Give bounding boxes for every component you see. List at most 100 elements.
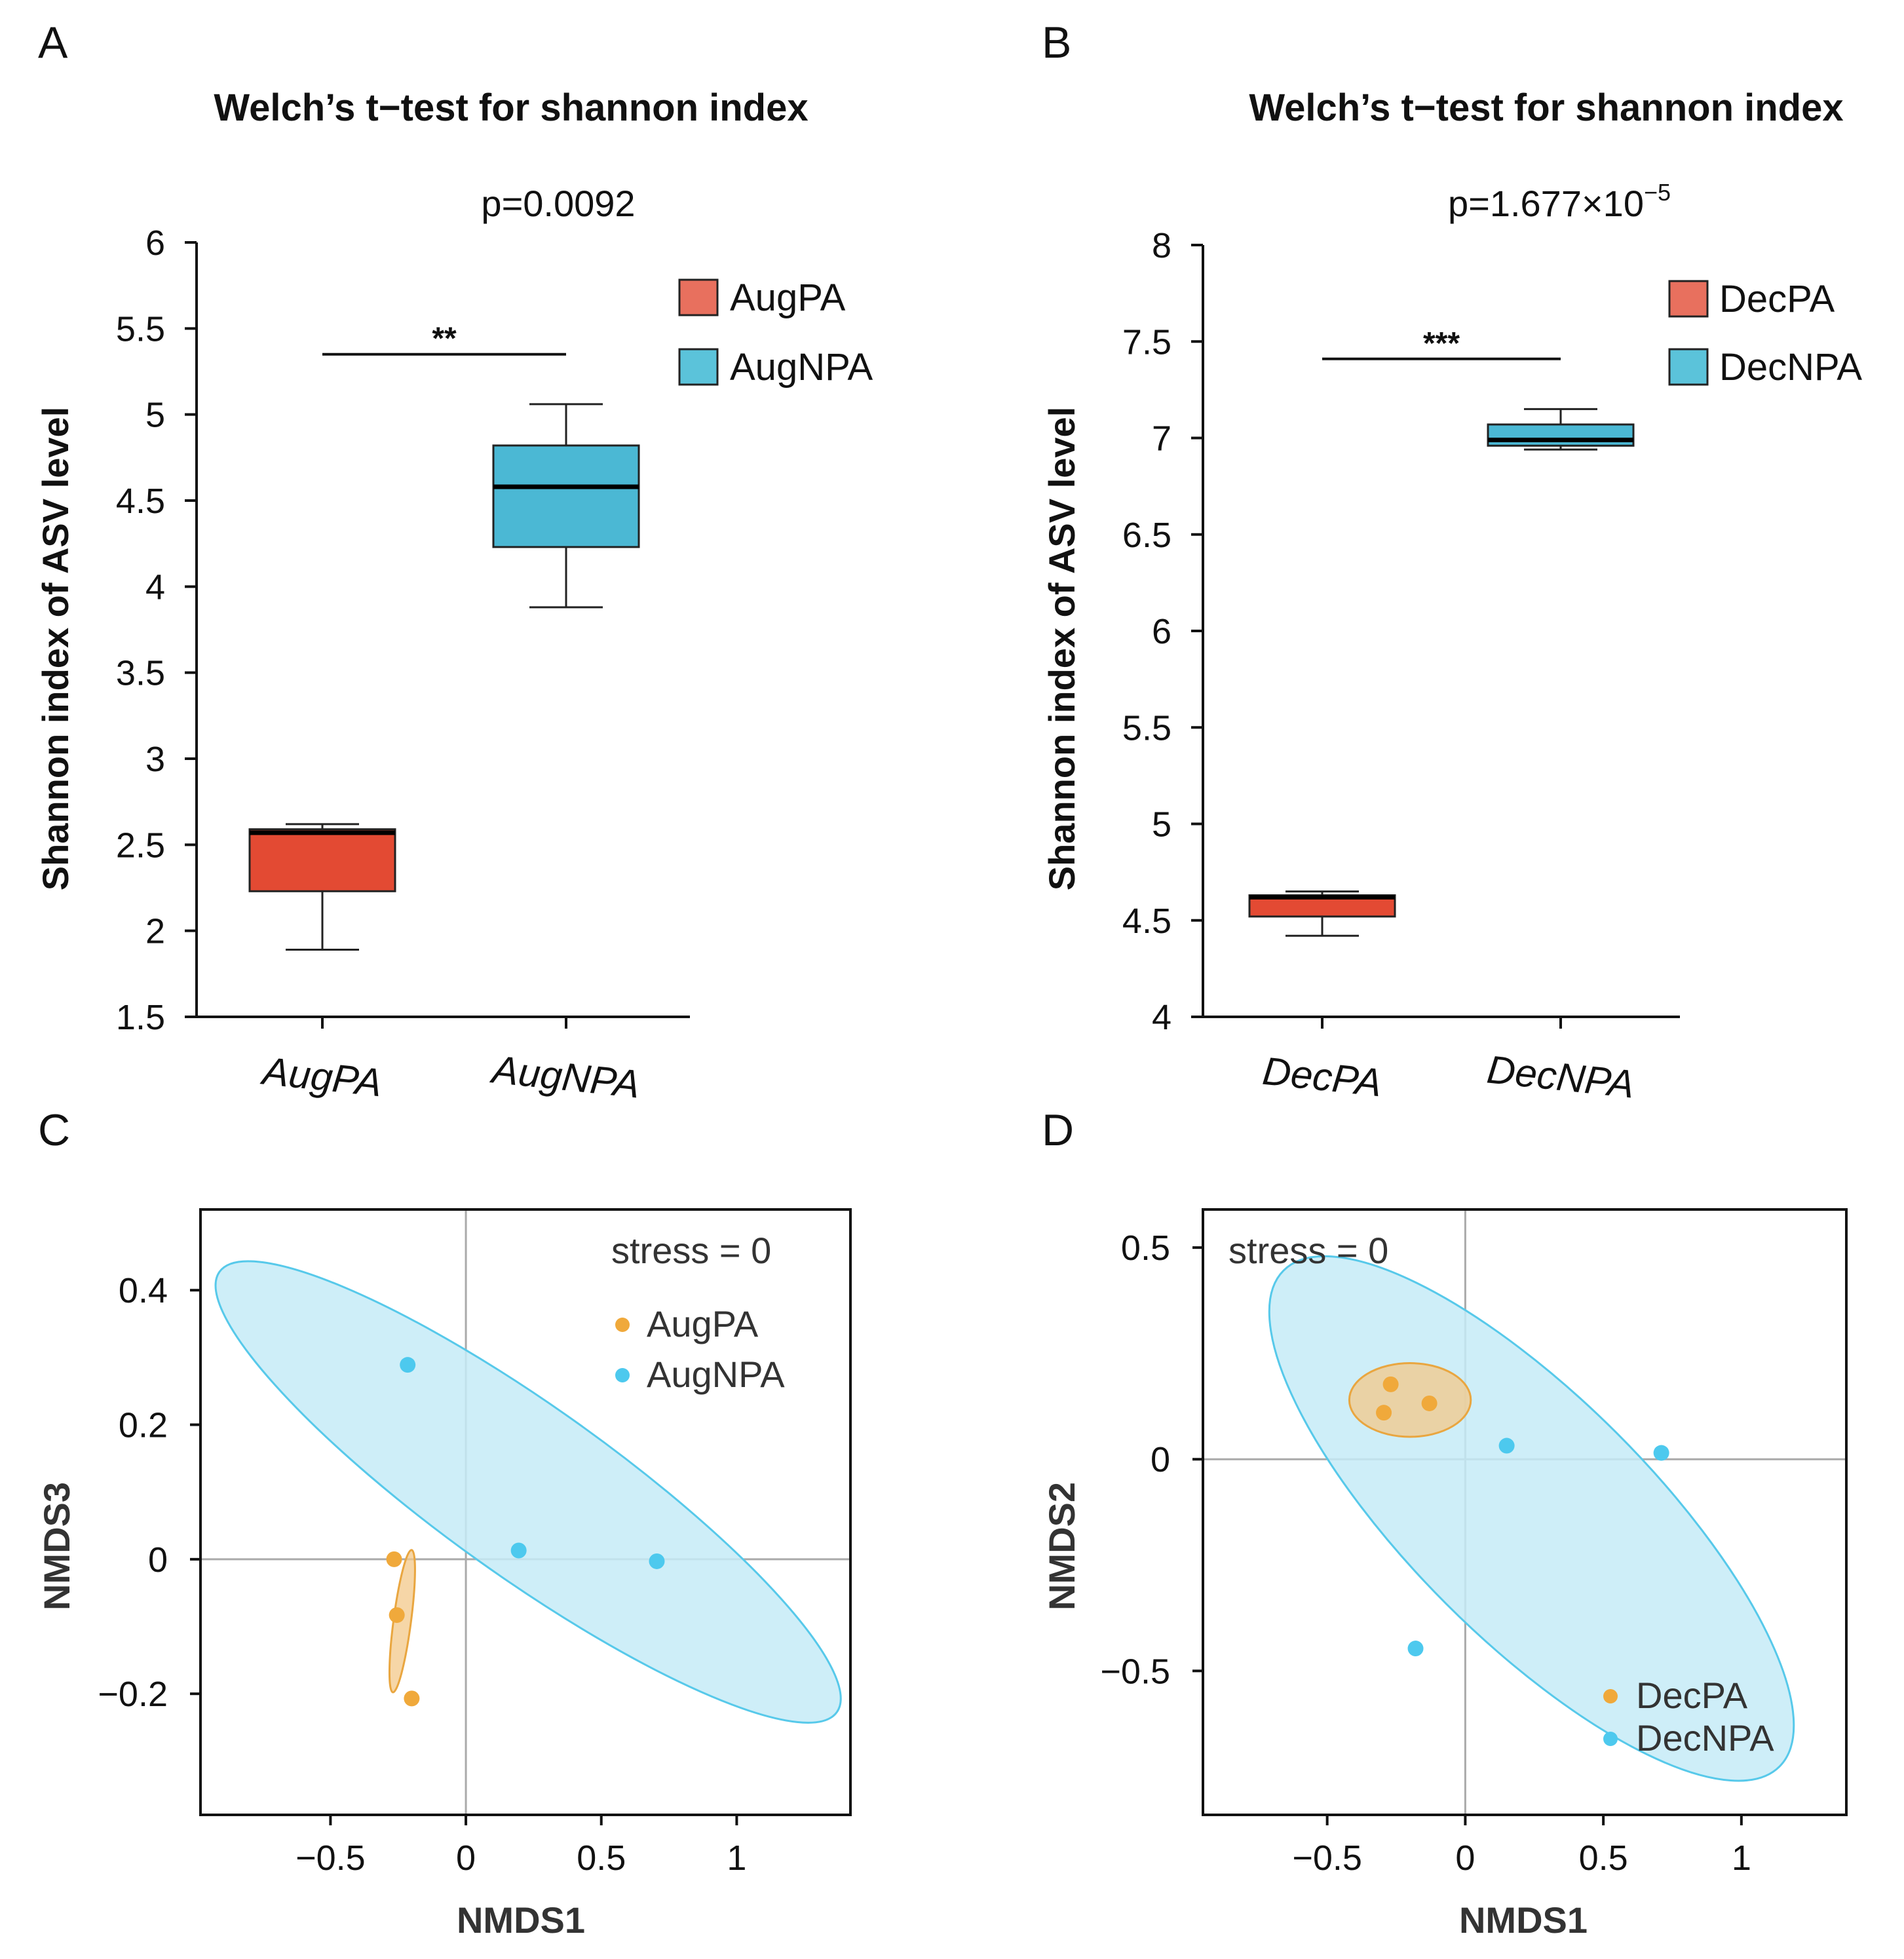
- legend-label-augnpa: AugNPA: [647, 1354, 785, 1395]
- panel-b-boxplot: B Welch’s t−test for shannon index p=1.6…: [1041, 18, 1862, 1107]
- panel-a-y-tick-label: 3: [145, 740, 165, 779]
- panel-c-y-tick-label: 0.4: [119, 1271, 168, 1310]
- legend-label-augpa: AugPA: [730, 276, 846, 319]
- panel-d-point-decnpa: [1498, 1437, 1515, 1454]
- panel-d-frame: [1202, 1208, 1848, 1816]
- panel-a-pvalue: p=0.0092: [481, 183, 635, 224]
- panel-d-stress: stress = 0: [1228, 1230, 1388, 1271]
- legend-label-augnpa: AugNPA: [730, 346, 873, 389]
- panel-c-stress: stress = 0: [611, 1230, 771, 1271]
- panel-d-y-tick-label: 0: [1151, 1440, 1170, 1479]
- panel-a-y-tick-label: 6: [145, 223, 165, 263]
- panel-d-ellipse-decpa: [1348, 1362, 1472, 1438]
- panel-b-y-tick-label: 6: [1152, 612, 1171, 651]
- panel-a-box-augpa: [248, 828, 396, 892]
- panel-b-y-tick-label: 5.5: [1122, 708, 1171, 748]
- panel-d-plot-area: [1203, 1209, 1846, 1815]
- panel-b-box-decnpa: [1487, 423, 1635, 447]
- panel-c-point-augnpa: [649, 1553, 665, 1569]
- panel-a-axes: 1.5 2 2.5 3 3.5 4 4.5 5 5.5 6: [116, 223, 690, 1037]
- panel-d-plot: −0.5 0 0.5 1 −0.5 0 0.5: [1100, 1208, 1848, 1878]
- panel-a-y-tick-label: 1.5: [116, 998, 165, 1037]
- panel-c-plot: −0.5 0 0.5 1 −0.2 0 0.2 0.4: [98, 1208, 852, 1878]
- panel-b-title: Welch’s t−test for shannon index: [1249, 86, 1843, 129]
- panel-a-title: Welch’s t−test for shannon index: [214, 86, 808, 129]
- panel-c-y-axis-label: NMDS3: [36, 1482, 77, 1610]
- panel-d-y-tick-label: −0.5: [1100, 1652, 1170, 1691]
- legend-label-decnpa: DecNPA: [1636, 1717, 1774, 1759]
- panel-d-point-decpa: [1421, 1395, 1438, 1411]
- panel-c-point-augnpa: [510, 1542, 527, 1559]
- legend-swatch-decpa: [1668, 280, 1709, 318]
- panel-a-boxes: [248, 352, 640, 951]
- panel-b-legend: DecPA DecNPA: [1668, 278, 1862, 389]
- legend-label-decnpa: DecNPA: [1719, 346, 1862, 389]
- panel-a-letter: A: [38, 18, 68, 67]
- panel-b-y-axis-label: Shannon index of ASV level: [1041, 407, 1082, 891]
- panel-c-point-augpa: [389, 1607, 405, 1624]
- panel-c-legend: AugPA AugNPA: [615, 1303, 785, 1395]
- panel-d-legend: DecPA DecNPA: [1603, 1675, 1774, 1759]
- legend-label-decpa: DecPA: [1636, 1675, 1748, 1716]
- panel-c-y-tick-label: 0: [148, 1540, 168, 1580]
- panel-c-point-augpa: [386, 1551, 402, 1567]
- panel-b-significance: ***: [1423, 326, 1460, 361]
- panel-c-x-tick-label: −0.5: [295, 1838, 366, 1878]
- panel-b-y-tick-label: 8: [1152, 226, 1171, 265]
- panel-c-x-tick-label: 0.5: [577, 1838, 626, 1878]
- panel-d-point-decpa: [1382, 1376, 1399, 1392]
- panel-a-y-tick-label: 2.5: [116, 826, 165, 865]
- panel-b-letter: B: [1042, 18, 1071, 67]
- panel-a-y-tick-label: 5: [145, 396, 165, 435]
- legend-dot-augpa: [615, 1318, 630, 1332]
- panel-d-x-tick-label: 0.5: [1579, 1838, 1628, 1878]
- panel-a-y-axis-label: Shannon index of ASV level: [35, 407, 76, 891]
- legend-swatch-decnpa: [1668, 348, 1709, 386]
- panel-c-nmds: C −0.5 0 0.5 1 −0.2 0 0.2 0.4 NMDS1 NMDS3 stres…: [36, 1105, 852, 1941]
- panel-d-point-decnpa: [1407, 1641, 1424, 1657]
- panel-d-point-decnpa: [1653, 1445, 1669, 1461]
- panel-c-plot-area: [200, 1209, 850, 1815]
- panel-d-x-tick-label: 0: [1455, 1838, 1475, 1878]
- panel-a-boxplot: A Welch’s t−test for shannon index p=0.0…: [35, 18, 873, 1107]
- panel-d-x-axis-label: NMDS1: [1459, 1899, 1588, 1941]
- panel-c-ellipse-augnpa: [214, 1260, 842, 1724]
- panel-d-point-decpa: [1376, 1405, 1392, 1421]
- panel-c-point-augnpa: [400, 1357, 416, 1373]
- panel-b-y-tick-label: 6.5: [1122, 516, 1171, 555]
- panel-c-x-axis-label: NMDS1: [457, 1899, 585, 1941]
- panel-b-pvalue: p=1.677×10−5: [1448, 179, 1671, 224]
- panel-b-y-tick-label: 7.5: [1122, 322, 1171, 362]
- panel-d-x-tick-label: 1: [1732, 1838, 1751, 1878]
- panel-a-legend: AugPA AugNPA: [678, 276, 873, 389]
- legend-swatch-augnpa: [678, 348, 719, 386]
- panel-d-y-axis-label: NMDS2: [1041, 1482, 1082, 1610]
- panel-c-point-augpa: [404, 1690, 420, 1707]
- panel-c-y-tick-label: 0.2: [119, 1406, 168, 1445]
- legend-label-decpa: DecPA: [1719, 278, 1835, 320]
- panel-d-x-tick-label: −0.5: [1292, 1838, 1362, 1878]
- panel-b-y-tick-label: 5: [1152, 805, 1171, 845]
- panel-b-boxes: [1248, 357, 1635, 937]
- panel-b-y-tick-label: 4.5: [1122, 902, 1171, 941]
- panel-a-y-tick-label: 5.5: [116, 309, 165, 349]
- panel-d-nmds: D −0.5 0 0.5 1 −0.5 0 0.5 NMDS1 NMDS2 stress =…: [1041, 1105, 1848, 1941]
- panel-c-frame: [199, 1208, 852, 1816]
- panel-c-x-tick-label: 0: [456, 1838, 476, 1878]
- panel-a-y-tick-label: 2: [145, 912, 165, 951]
- panel-b-y-tick-label: 7: [1152, 419, 1171, 459]
- panel-a-box-augnpa: [492, 444, 640, 548]
- panel-a-y-tick-label: 4: [145, 567, 165, 607]
- legend-dot-augnpa: [615, 1368, 630, 1382]
- panel-d-letter: D: [1042, 1105, 1074, 1155]
- panel-a-y-tick-label: 3.5: [116, 654, 165, 693]
- panel-b-y-tick-label: 4: [1152, 998, 1171, 1037]
- panel-c-y-tick-label: −0.2: [98, 1675, 168, 1714]
- legend-label-augpa: AugPA: [647, 1303, 759, 1344]
- legend-swatch-augpa: [678, 278, 719, 316]
- legend-dot-decnpa: [1603, 1732, 1618, 1746]
- legend-dot-decpa: [1603, 1689, 1618, 1703]
- panel-a-significance: **: [432, 322, 457, 356]
- panel-c-x-tick-label: 1: [727, 1838, 746, 1878]
